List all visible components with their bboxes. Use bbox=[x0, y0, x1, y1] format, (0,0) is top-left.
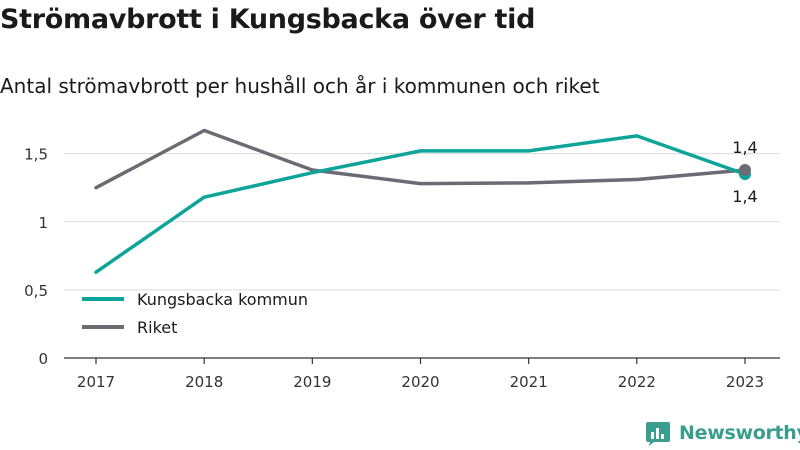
brand-logo: Newsworthy bbox=[645, 420, 800, 446]
x-tick-label: 2018 bbox=[185, 373, 223, 391]
legend-label: Kungsbacka kommun bbox=[137, 290, 308, 309]
data-label: 1,4 bbox=[732, 138, 757, 157]
x-tick-label: 2021 bbox=[510, 373, 548, 391]
brand-name: Newsworthy bbox=[679, 422, 800, 444]
newsworthy-logo-icon bbox=[646, 422, 670, 446]
x-tick-label: 2019 bbox=[293, 373, 331, 391]
series-end-marker bbox=[739, 163, 751, 176]
x-tick-label: 2022 bbox=[618, 373, 656, 391]
series-line-kungsbacka-kommun bbox=[94, 134, 747, 274]
legend-label: Riket bbox=[137, 318, 177, 337]
series-line-riket bbox=[94, 128, 747, 190]
x-tick-label: 2017 bbox=[77, 373, 115, 391]
x-tick-label: 2020 bbox=[401, 373, 439, 391]
chart-subtitle: Antal strömavbrott per hushåll och år i … bbox=[0, 74, 600, 98]
y-tick-label: 0 bbox=[38, 350, 48, 368]
data-label: 1,4 bbox=[732, 187, 757, 206]
y-tick-label: 0,5 bbox=[24, 282, 48, 300]
x-tick-label: 2023 bbox=[726, 373, 764, 391]
y-tick-label: 1 bbox=[38, 214, 48, 232]
chart-title: Strömavbrott i Kungsbacka över tid bbox=[0, 4, 536, 35]
y-tick-label: 1,5 bbox=[24, 146, 48, 164]
